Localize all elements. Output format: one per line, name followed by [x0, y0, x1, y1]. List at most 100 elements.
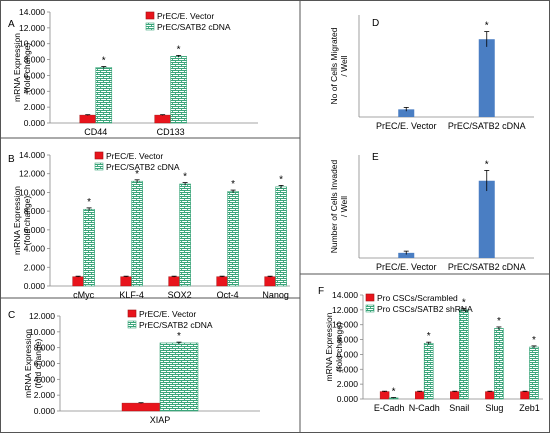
y-tick-label: 0.000	[24, 118, 46, 128]
chart-panel-c: 0.000 2.000 4.000 6.000 8.000 10.000 12.000 mRN…	[23, 309, 260, 425]
bar-treated	[529, 346, 539, 400]
x-tick-label: Snail	[449, 403, 469, 413]
y-tick-label: 8.000	[24, 206, 46, 216]
y-tick-label: 0.000	[24, 281, 46, 291]
bar-treated	[458, 309, 469, 400]
y-tick-label: 6.000	[24, 70, 46, 80]
bar	[478, 39, 495, 117]
y-axis-label: Number of Cells Invaded	[329, 159, 339, 253]
y-tick-label: 10.000	[29, 327, 55, 337]
significance-star: *	[497, 316, 501, 327]
legend-label: Pro CSCs/SATB2 shRNA	[377, 304, 473, 314]
x-tick-label: N-Cadh	[409, 403, 440, 413]
y-tick-label: 8.000	[337, 335, 359, 345]
panel-letter-b: B	[8, 154, 15, 165]
x-tick-label: PrEC/E. Vector	[376, 262, 437, 272]
panel-letter-e: E	[372, 152, 379, 163]
bar-treated	[275, 186, 287, 287]
chart-panel-a: 0.000 2.000 4.000 6.000 8.000 10.000 12.000 14.…	[12, 7, 258, 137]
panel-letter-a: A	[8, 19, 15, 30]
y-tick-label: 6.000	[34, 359, 56, 369]
bar-control	[72, 276, 84, 287]
y-tick-label: 2.000	[34, 390, 56, 400]
bar-control	[415, 391, 425, 400]
bar	[398, 109, 415, 117]
bar-treated	[95, 67, 113, 124]
legend-swatch	[94, 162, 104, 171]
legend-swatch	[127, 320, 137, 329]
y-tick-label: 14.000	[19, 7, 45, 17]
y-tick-label: 10.000	[19, 187, 45, 197]
y-tick-label: 4.000	[24, 86, 46, 96]
significance-star: *	[427, 331, 431, 342]
y-tick-label: 2.000	[337, 379, 359, 389]
significance-star: *	[87, 197, 91, 208]
x-tick-label: CD44	[84, 127, 107, 137]
x-tick-label: CD133	[157, 127, 185, 137]
y-axis-label: mRNA Expression	[324, 312, 334, 381]
significance-star: *	[177, 331, 181, 342]
bar-control	[154, 114, 171, 124]
y-axis-label: (fold change)	[334, 322, 344, 372]
y-axis-label: (fold change)	[33, 339, 43, 389]
y-tick-label: 8.000	[24, 55, 46, 65]
y-tick-label: 4.000	[24, 244, 46, 254]
y-tick-label: 10.000	[19, 39, 45, 49]
bar-treated	[227, 191, 239, 287]
y-axis-label: (fold change)	[22, 196, 32, 246]
y-axis-label: / Well	[339, 55, 349, 76]
bar-treated	[159, 342, 199, 412]
y-tick-label: 14.000	[19, 150, 45, 160]
legend-swatch	[365, 304, 375, 313]
significance-star: *	[279, 174, 283, 185]
y-tick-label: 0.000	[337, 394, 359, 404]
significance-star: *	[532, 335, 536, 346]
legend-swatch	[365, 293, 375, 302]
bar-control	[520, 391, 530, 400]
bar-control	[79, 114, 96, 124]
chart-panel-e: Number of Cells Invaded / Well PrEC/E. Vec…	[329, 155, 534, 272]
bar-treated	[83, 208, 95, 287]
x-tick-label: Nanog	[262, 290, 289, 300]
x-tick-label: Slug	[485, 403, 503, 413]
significance-star: *	[135, 169, 139, 180]
y-axis-label: / Well	[339, 196, 349, 217]
legend-label: PrEC/SATB2 cDNA	[157, 22, 231, 32]
legend-label: PrEC/SATB2 cDNA	[139, 320, 213, 330]
bar-control	[379, 391, 390, 400]
panel-letter-d: D	[372, 18, 379, 29]
x-tick-label: PrEC/SATB2 cDNA	[448, 121, 526, 131]
y-tick-label: 4.000	[337, 364, 359, 374]
y-axis-label: (fold change)	[22, 43, 32, 93]
chart-panel-f: 0.000 2.000 4.000 6.000 8.000 10.000 12.000 14.…	[324, 290, 543, 413]
panel-letter-f: F	[318, 286, 324, 297]
significance-star: *	[231, 179, 235, 190]
chart-panel-b: 0.000 2.000 4.000 6.000 8.000 10.000 12.000 14.…	[12, 150, 290, 300]
legend-swatch	[145, 11, 155, 20]
bar-control	[485, 391, 495, 400]
x-tick-label: PrEC/E. Vector	[376, 121, 437, 131]
y-axis-label: mRNA Expression	[12, 186, 22, 255]
bar-treated	[494, 328, 504, 400]
bar-control	[216, 276, 228, 287]
x-tick-label: Zeb1	[519, 403, 540, 413]
x-tick-label: Oct-4	[217, 290, 239, 300]
legend-label: PrEC/E. Vector	[139, 309, 196, 319]
y-axis-label: mRNA Expression	[23, 329, 33, 398]
bar-control	[121, 402, 161, 412]
significance-star: *	[485, 159, 489, 170]
y-tick-label: 10.000	[332, 320, 358, 330]
bar-control	[120, 276, 132, 287]
bar-treated	[423, 342, 434, 400]
x-tick-label: PrEC/SATB2 cDNA	[448, 262, 526, 272]
y-tick-label: 12.000	[29, 311, 55, 321]
y-tick-label: 6.000	[24, 225, 46, 235]
bar-treated	[170, 56, 187, 124]
y-tick-label: 14.000	[332, 290, 358, 300]
legend-label: PrEC/SATB2 cDNA	[106, 162, 180, 172]
y-tick-label: 2.000	[24, 262, 46, 272]
bar	[478, 180, 495, 258]
bar-control	[450, 391, 460, 400]
legend-label: Pro CSCs/Scrambled	[377, 293, 458, 303]
